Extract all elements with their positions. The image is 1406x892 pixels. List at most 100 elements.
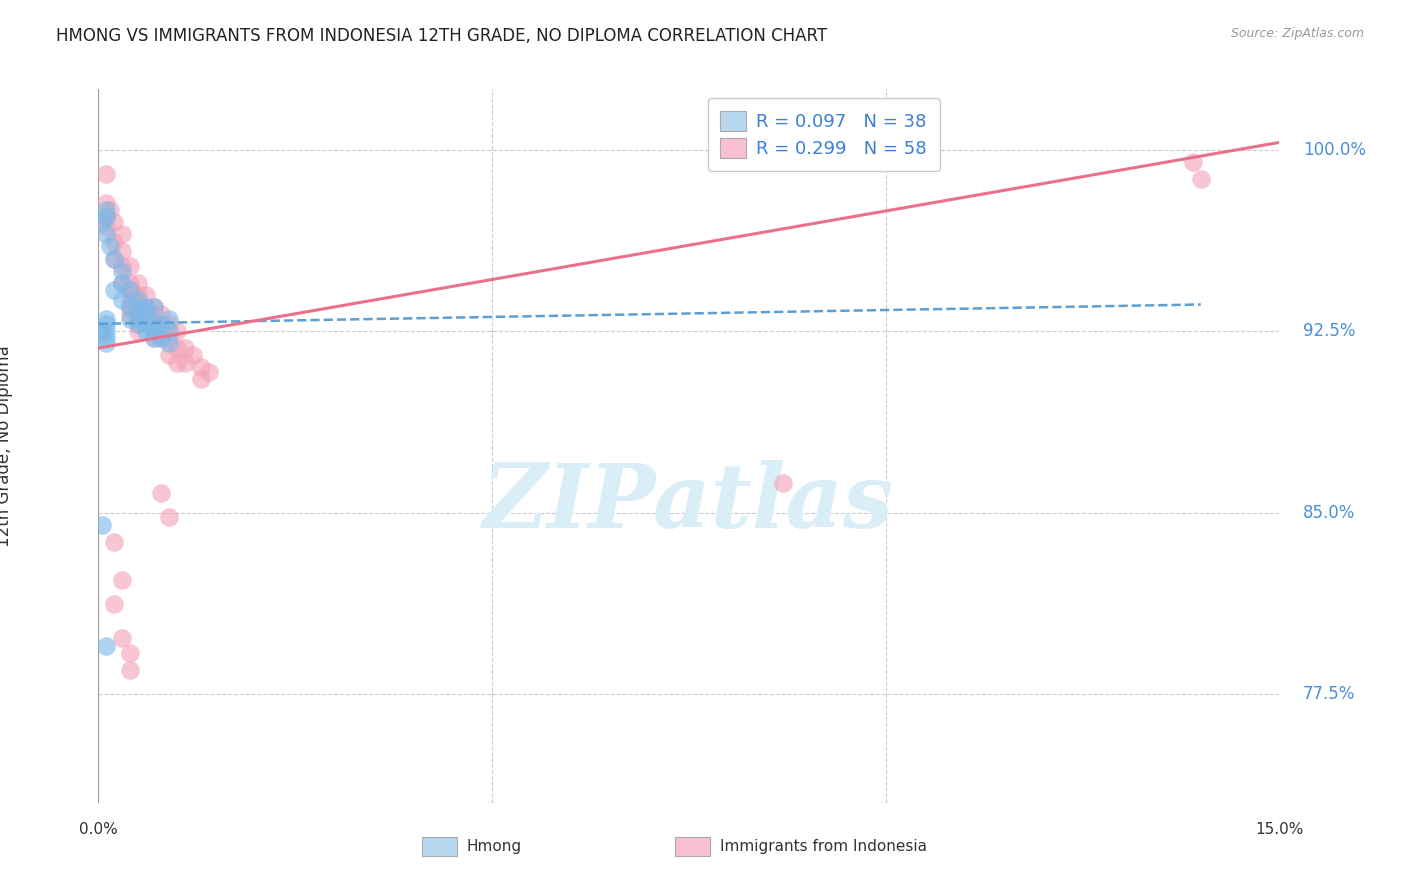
Point <box>96 312 118 326</box>
Text: 12th Grade, No Diploma: 12th Grade, No Diploma <box>0 345 13 547</box>
Point <box>111 259 134 273</box>
Point <box>127 324 149 338</box>
Point <box>197 365 219 379</box>
Point <box>96 195 118 210</box>
Point <box>111 276 134 290</box>
Point <box>127 293 149 307</box>
Point <box>157 324 180 338</box>
Point <box>91 215 114 229</box>
Point <box>127 317 149 331</box>
Point <box>118 646 141 660</box>
Point <box>135 300 157 314</box>
Point <box>157 312 180 326</box>
Point <box>118 283 141 297</box>
Point <box>103 252 125 266</box>
Text: Source: ZipAtlas.com: Source: ZipAtlas.com <box>1230 27 1364 40</box>
Text: 0.0%: 0.0% <box>79 822 118 838</box>
Point <box>118 276 141 290</box>
Point <box>166 324 188 338</box>
Text: ZIPatlas: ZIPatlas <box>484 460 894 546</box>
Point <box>142 317 165 331</box>
Text: Immigrants from Indonesia: Immigrants from Indonesia <box>720 839 927 854</box>
Point <box>181 348 204 362</box>
Point <box>127 276 149 290</box>
Point <box>150 317 173 331</box>
Point <box>135 317 157 331</box>
Point <box>96 211 118 225</box>
Point <box>111 263 134 277</box>
Point <box>157 331 180 345</box>
Text: 85.0%: 85.0% <box>1303 503 1355 522</box>
Point <box>127 297 149 311</box>
Point <box>103 534 125 549</box>
Text: 77.5%: 77.5% <box>1303 685 1355 703</box>
Point <box>118 663 141 677</box>
Point <box>190 360 212 375</box>
Point <box>103 252 125 266</box>
Text: Hmong: Hmong <box>467 839 522 854</box>
Point <box>96 227 118 242</box>
Point <box>111 276 134 290</box>
Point <box>111 227 134 242</box>
Point <box>157 510 180 524</box>
Point <box>111 632 134 646</box>
Point <box>127 317 149 331</box>
Point <box>103 598 125 612</box>
Point <box>103 235 125 249</box>
Text: 15.0%: 15.0% <box>1256 822 1303 838</box>
Point <box>174 355 197 369</box>
Point <box>118 300 141 314</box>
Text: 100.0%: 100.0% <box>1303 141 1367 159</box>
Point <box>150 331 173 345</box>
Point <box>150 317 173 331</box>
Point <box>174 341 197 355</box>
Point <box>772 476 794 491</box>
Point <box>96 211 118 225</box>
Point <box>157 317 180 331</box>
Point <box>111 293 134 307</box>
Point <box>91 517 114 532</box>
Point <box>157 348 180 362</box>
Point <box>103 215 125 229</box>
Point <box>142 331 165 345</box>
Point <box>135 317 157 331</box>
Point <box>118 293 141 307</box>
Point <box>96 167 118 181</box>
Point <box>1189 171 1212 186</box>
Text: 92.5%: 92.5% <box>1303 322 1355 340</box>
Point <box>150 486 173 500</box>
Point <box>166 341 188 355</box>
Point <box>157 336 180 351</box>
Point <box>135 307 157 321</box>
Point <box>135 288 157 302</box>
Point <box>118 307 141 321</box>
Point <box>190 372 212 386</box>
Point <box>166 355 188 369</box>
Point <box>142 307 165 321</box>
Point <box>127 307 149 321</box>
Point <box>142 317 165 331</box>
Point <box>118 283 141 297</box>
Text: HMONG VS IMMIGRANTS FROM INDONESIA 12TH GRADE, NO DIPLOMA CORRELATION CHART: HMONG VS IMMIGRANTS FROM INDONESIA 12TH … <box>56 27 827 45</box>
Point <box>127 312 149 326</box>
Point <box>142 300 165 314</box>
Point <box>118 312 141 326</box>
Point <box>118 300 141 314</box>
Point <box>142 331 165 345</box>
Point <box>96 203 118 218</box>
Point <box>127 288 149 302</box>
Point <box>150 307 173 321</box>
Point <box>135 300 157 314</box>
Point <box>98 203 121 218</box>
Point <box>1181 154 1204 169</box>
Point <box>96 331 118 345</box>
Point <box>96 220 118 235</box>
Point <box>96 317 118 331</box>
Point <box>103 283 125 297</box>
Point <box>96 324 118 338</box>
Legend: R = 0.097   N = 38, R = 0.299   N = 58: R = 0.097 N = 38, R = 0.299 N = 58 <box>707 98 939 170</box>
Point <box>135 324 157 338</box>
Point <box>118 259 141 273</box>
Point <box>98 239 121 253</box>
Point <box>96 639 118 653</box>
